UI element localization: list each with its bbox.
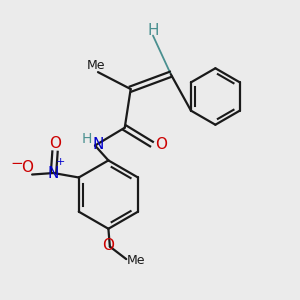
Text: +: +	[56, 157, 65, 167]
Text: Me: Me	[127, 254, 145, 267]
Text: H: H	[147, 23, 159, 38]
Text: O: O	[49, 136, 61, 151]
Text: N: N	[93, 136, 104, 152]
Text: H: H	[82, 132, 92, 146]
Text: O: O	[21, 160, 33, 175]
Text: −: −	[11, 156, 24, 171]
Text: N: N	[48, 166, 59, 181]
Text: O: O	[102, 238, 114, 253]
Text: Me: Me	[87, 59, 106, 72]
Text: O: O	[155, 136, 167, 152]
